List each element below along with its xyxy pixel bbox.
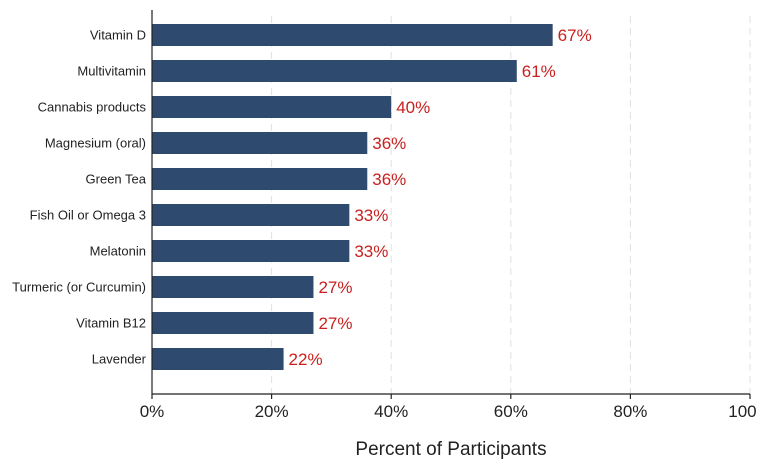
bars — [152, 24, 553, 370]
category-label: Vitamin B12 — [76, 316, 146, 331]
value-label: 61% — [522, 62, 556, 81]
category-label: Melatonin — [90, 244, 146, 259]
bar-vitamin-d — [152, 24, 553, 46]
bar-turmeric-or-curcumin — [152, 276, 314, 298]
value-label: 22% — [289, 350, 323, 369]
x-tick-labels: 0% 20% 40% 60% 80% 100% — [140, 402, 757, 421]
category-label: Multivitamin — [77, 64, 146, 79]
value-label: 36% — [372, 134, 406, 153]
bar-magnesium-oral — [152, 132, 368, 154]
bar-green-tea — [152, 168, 368, 190]
value-label: 36% — [372, 170, 406, 189]
x-tick-label: 80% — [613, 402, 647, 421]
bar-lavender — [152, 348, 284, 370]
category-label: Vitamin D — [90, 28, 146, 43]
x-tick-label: 100% — [728, 402, 757, 421]
value-label: 40% — [396, 98, 430, 117]
x-tick-label: 0% — [140, 402, 165, 421]
category-label: Cannabis products — [38, 100, 147, 115]
category-label: Turmeric (or Curcumin) — [12, 280, 146, 295]
bar-fish-oil-or-omega-3 — [152, 204, 350, 226]
category-label: Magnesium (oral) — [45, 136, 146, 151]
value-label: 27% — [318, 314, 352, 333]
value-label: 33% — [354, 242, 388, 261]
x-axis-title: Percent of Participants — [355, 439, 546, 460]
category-label: Green Tea — [86, 172, 147, 187]
category-label: Fish Oil or Omega 3 — [30, 208, 146, 223]
bar-melatonin — [152, 240, 350, 262]
x-tick-label: 20% — [255, 402, 289, 421]
value-labels: 67%61%40%36%36%33%33%27%27%22% — [289, 26, 592, 369]
axes — [151, 10, 751, 399]
value-label: 27% — [318, 278, 352, 297]
category-labels: Vitamin D Multivitamin Cannabis products Ma… — [12, 28, 147, 367]
bar-cannabis-products — [152, 96, 392, 118]
value-label: 67% — [558, 26, 592, 45]
category-label: Lavender — [92, 352, 147, 367]
value-label: 33% — [354, 206, 388, 225]
x-tick-label: 60% — [494, 402, 528, 421]
x-tick-label: 40% — [374, 402, 408, 421]
bar-multivitamin — [152, 60, 517, 82]
bar-vitamin-b12 — [152, 312, 314, 334]
